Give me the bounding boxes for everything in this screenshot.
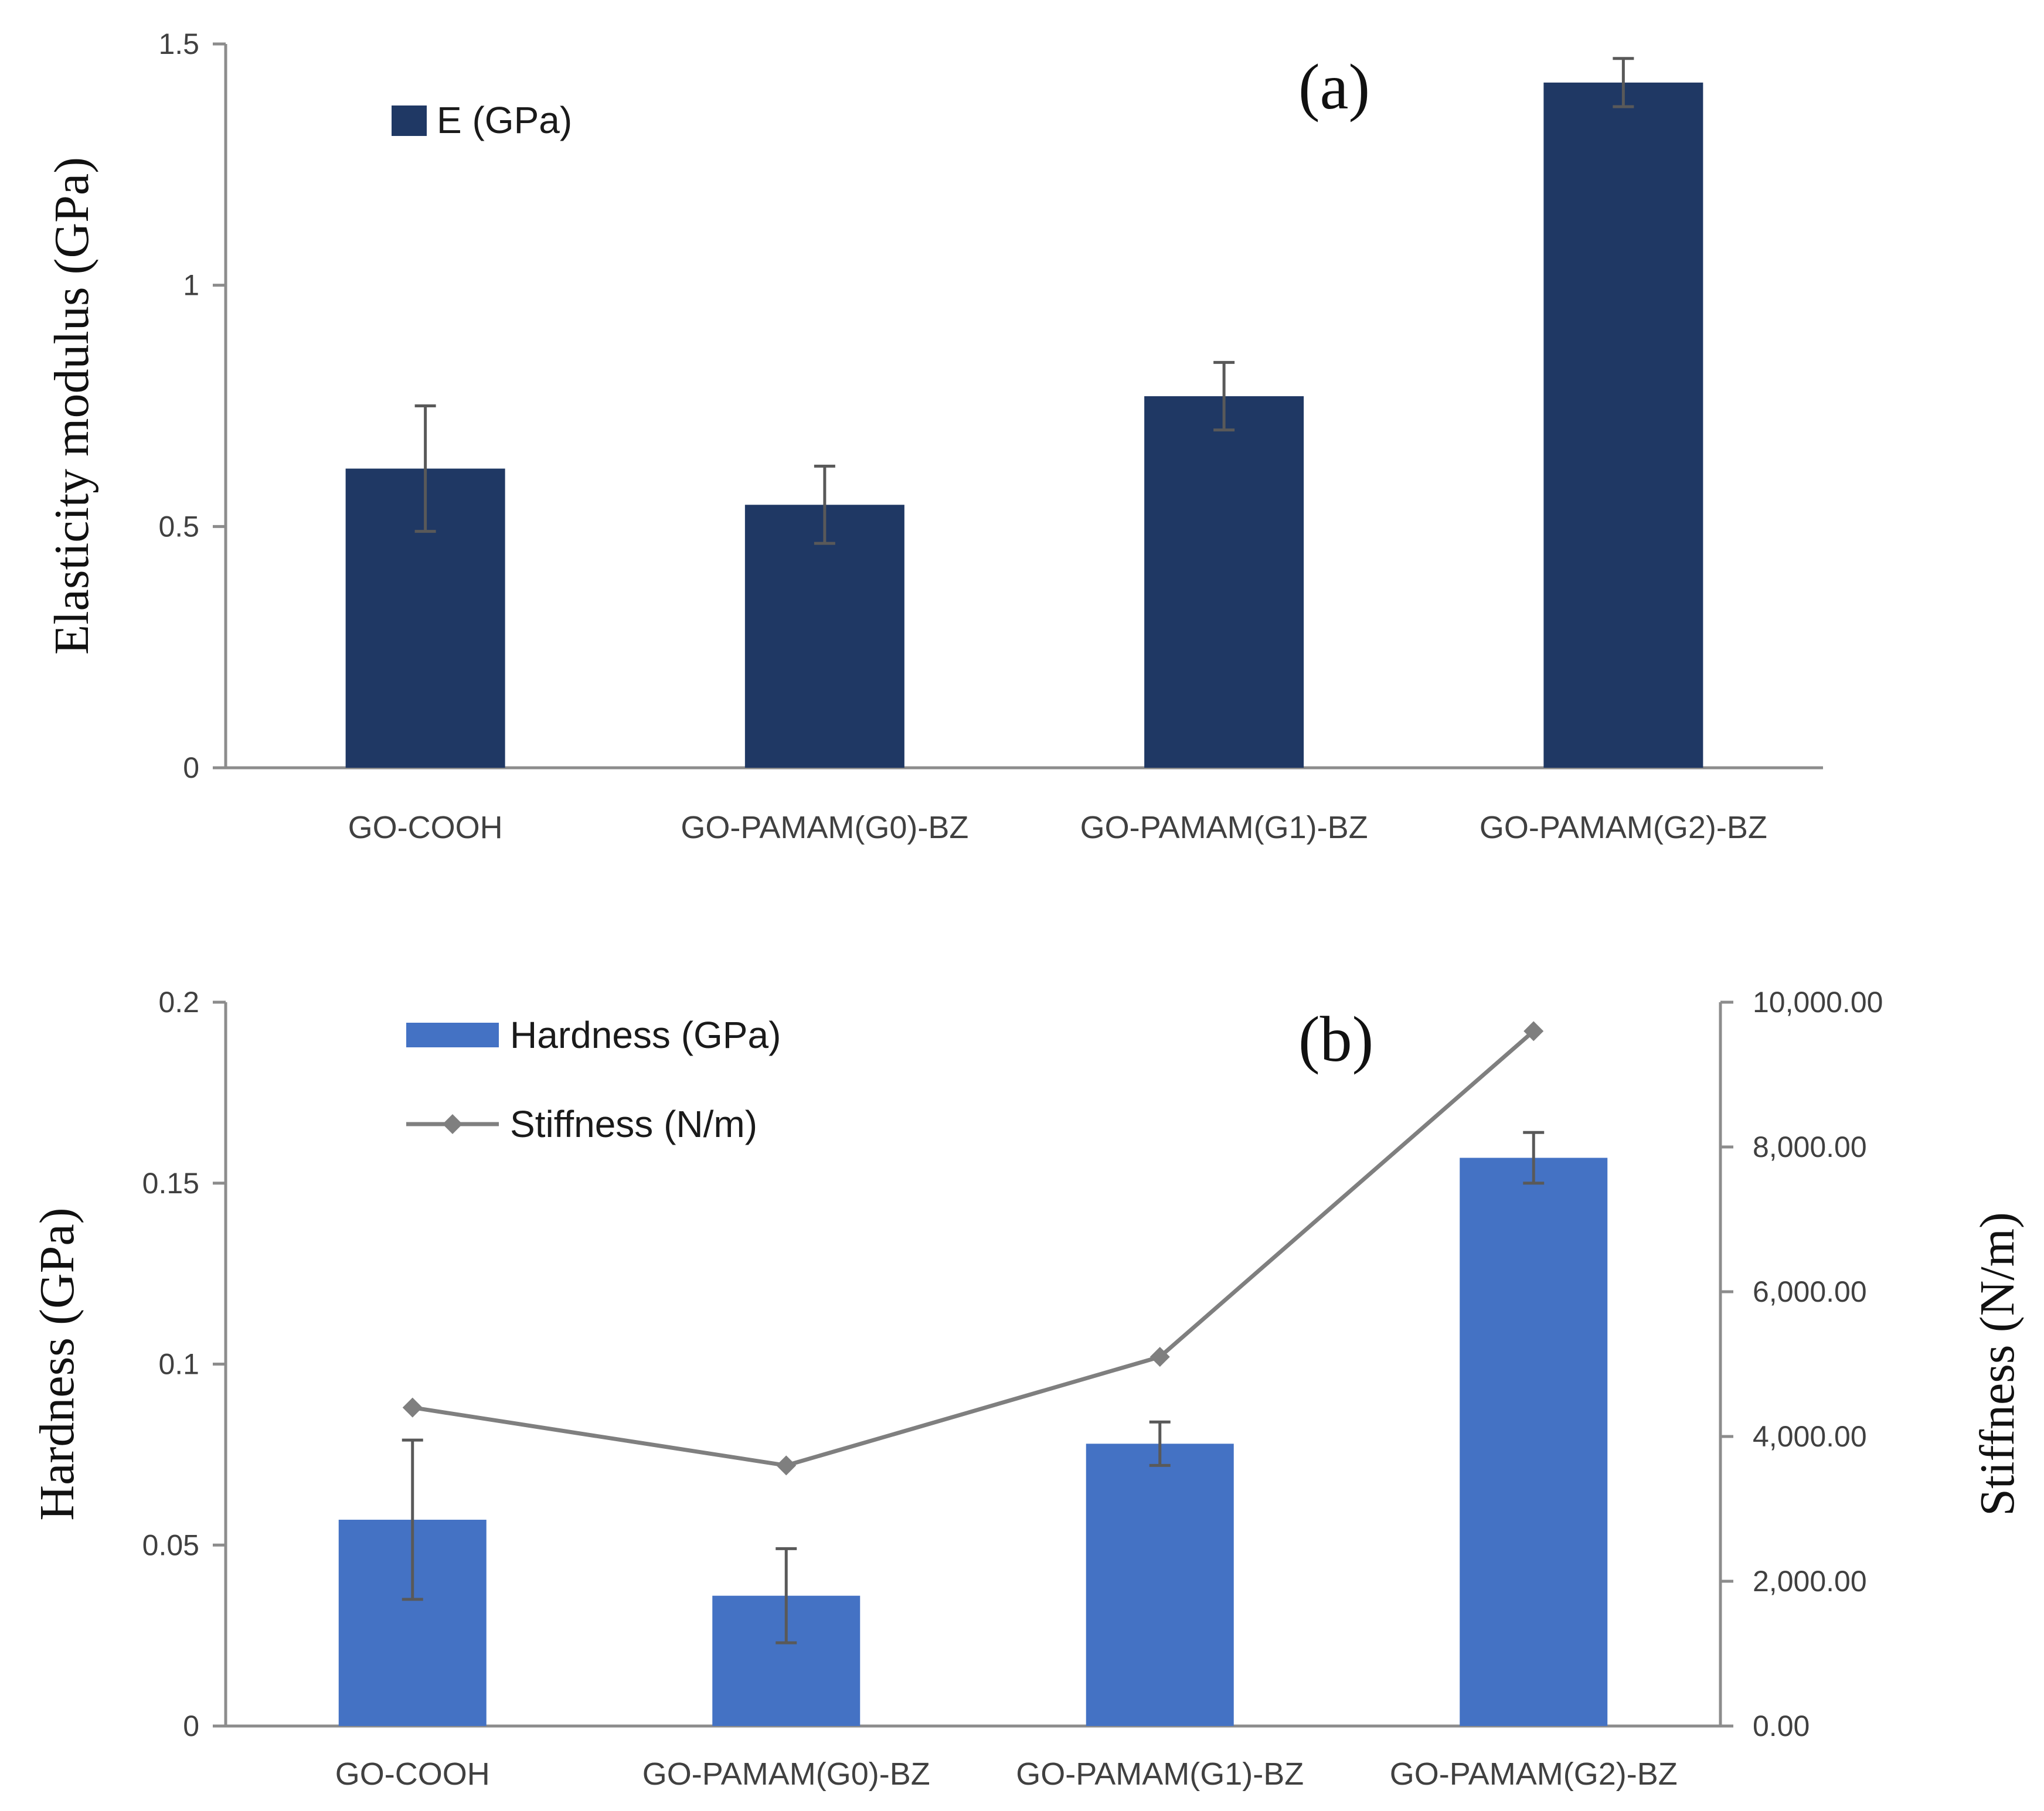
y2-tick-label: 10,000.00 bbox=[1753, 986, 1883, 1019]
chart-panel-a: 0 0.5 1 1.5 GO-COOH GO-PAMAM(G0)-BZ GO-PAMAM(G… bbox=[45, 28, 1823, 845]
y2-tick-label: 6,000.00 bbox=[1753, 1275, 1867, 1308]
category-label: GO-COOH bbox=[348, 810, 503, 845]
y2-tick-label: 8,000.00 bbox=[1753, 1131, 1867, 1163]
y-tick-label: 1 bbox=[183, 269, 199, 302]
y2-tick-label: 4,000.00 bbox=[1753, 1420, 1867, 1453]
stiffness-line bbox=[412, 1029, 1535, 1468]
legend-swatch bbox=[406, 1023, 499, 1047]
panel-label: (a) bbox=[1298, 51, 1370, 122]
panel-label: (b) bbox=[1298, 1003, 1373, 1075]
bar bbox=[744, 505, 904, 768]
category-label: GO-PAMAM(G0)-BZ bbox=[681, 810, 968, 845]
category-label: GO-COOH bbox=[335, 1756, 490, 1792]
stiffness-point bbox=[1523, 1021, 1544, 1041]
bar bbox=[1086, 1444, 1234, 1726]
y-tick-label: 0 bbox=[183, 1710, 199, 1742]
y-tick-label: 1.5 bbox=[158, 28, 199, 60]
chart-panel-b: 0 0.05 0.1 0.15 0.2 0.00 2,000.00 4,000.00 6,000… bbox=[30, 986, 2025, 1792]
y2-axis-title: Stiffness (N/m) bbox=[1970, 1212, 2025, 1516]
y-tick-label: 0.05 bbox=[142, 1529, 199, 1561]
legend-label: Stiffness (N/m) bbox=[510, 1103, 757, 1145]
y2-tick-label: 2,000.00 bbox=[1753, 1565, 1867, 1598]
stiffness-point bbox=[1149, 1347, 1170, 1367]
category-label: GO-PAMAM(G1)-BZ bbox=[1016, 1756, 1304, 1792]
category-label: GO-PAMAM(G2)-BZ bbox=[1480, 810, 1767, 845]
stiffness-point bbox=[402, 1397, 423, 1418]
y-tick-label: 0.1 bbox=[158, 1348, 199, 1381]
y2-tick-label: 0.00 bbox=[1753, 1710, 1810, 1742]
y-tick-label: 0.15 bbox=[142, 1167, 199, 1200]
legend-swatch bbox=[392, 105, 427, 136]
category-label: GO-PAMAM(G0)-BZ bbox=[642, 1756, 930, 1792]
category-label: GO-PAMAM(G2)-BZ bbox=[1390, 1756, 1678, 1792]
y-tick-label: 0.2 bbox=[158, 986, 199, 1019]
bar bbox=[1543, 82, 1703, 768]
y-tick-label: 0.5 bbox=[158, 510, 199, 543]
bar bbox=[1144, 396, 1304, 768]
category-label: GO-PAMAM(G1)-BZ bbox=[1080, 810, 1368, 845]
legend-label: E (GPa) bbox=[437, 99, 572, 141]
legend-marker bbox=[443, 1114, 462, 1134]
y-tick-label: 0 bbox=[183, 751, 199, 784]
y-axis-title: Elasticity modulus (GPa) bbox=[45, 157, 99, 655]
legend-label: Hardness (GPa) bbox=[510, 1014, 781, 1056]
stiffness-point bbox=[776, 1455, 797, 1476]
y-axis-title: Hardness (GPa) bbox=[30, 1207, 84, 1520]
bar bbox=[1460, 1158, 1608, 1726]
